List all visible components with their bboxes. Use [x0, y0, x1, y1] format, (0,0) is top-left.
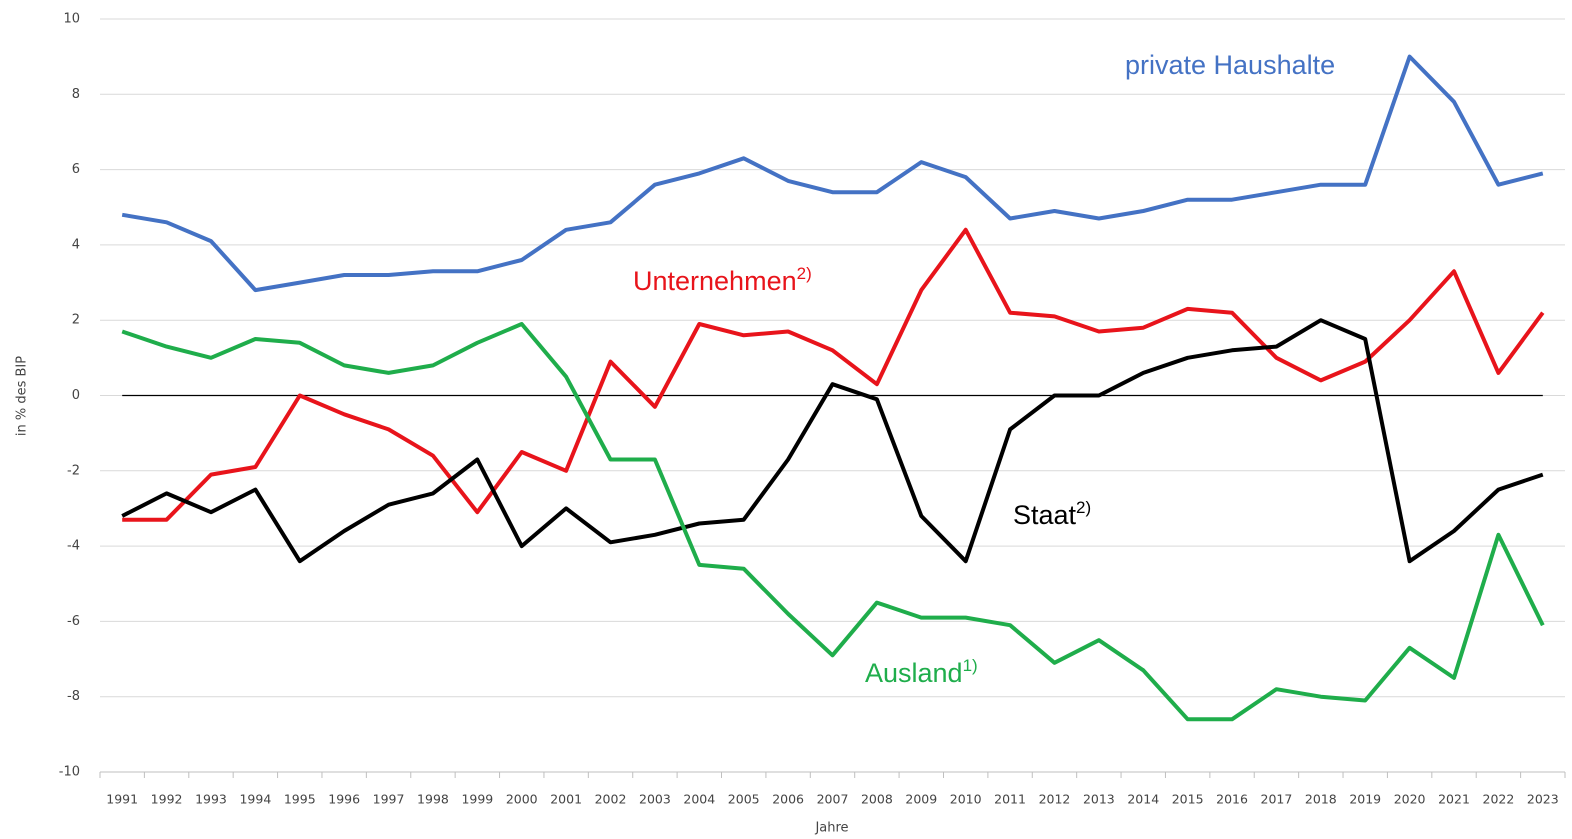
series-label: Staat2)	[1013, 498, 1091, 530]
y-tick-label: 10	[63, 12, 80, 27]
series-line	[122, 227, 1545, 522]
x-tick-label: 2009	[905, 792, 937, 807]
x-tick-label: 2001	[550, 792, 582, 807]
y-tick-label: -2	[67, 463, 80, 478]
x-tick-label: 2003	[639, 792, 671, 807]
x-tick-label: 2017	[1261, 792, 1293, 807]
x-tick-label: 1998	[417, 792, 449, 807]
x-tick-label: 1999	[461, 792, 493, 807]
series-name: Staat	[1013, 500, 1077, 530]
x-tick-label: 2012	[1039, 792, 1071, 807]
x-tick-label: 2002	[595, 792, 627, 807]
series-footnote: 2)	[797, 264, 812, 283]
y-tick-label: -10	[59, 765, 80, 780]
x-tick-label: 2000	[506, 792, 538, 807]
x-tick-label: 2021	[1438, 792, 1470, 807]
x-tick-label: 1991	[106, 792, 138, 807]
x-tick-label: 2023	[1527, 792, 1559, 807]
series-label: Unternehmen2)	[633, 264, 812, 296]
x-tick-label: 2019	[1349, 792, 1381, 807]
series-label: private Haushalte	[1125, 50, 1335, 80]
y-tick-label: -4	[67, 539, 80, 554]
x-tick-label: 2005	[728, 792, 760, 807]
y-tick-label: 0	[72, 388, 80, 403]
x-tick-label: 2014	[1127, 792, 1159, 807]
series-line	[121, 322, 1545, 722]
series-footnote: 1)	[963, 656, 978, 675]
x-tick-label: 2004	[683, 792, 715, 807]
x-tick-label: 1997	[373, 792, 405, 807]
series-name: Ausland	[865, 658, 963, 688]
x-tick-label: 2015	[1172, 792, 1204, 807]
x-tick-label: 2006	[772, 792, 804, 807]
y-tick-label: 8	[72, 87, 80, 102]
x-tick-label: 2020	[1394, 792, 1426, 807]
x-tick-label: 1995	[284, 792, 316, 807]
y-tick-label: -8	[67, 689, 80, 704]
series-name: private Haushalte	[1125, 50, 1335, 80]
y-tick-label: 4	[72, 237, 80, 252]
x-tick-label: 2018	[1305, 792, 1337, 807]
x-tick-label: 2016	[1216, 792, 1248, 807]
series-label: Ausland1)	[865, 656, 978, 688]
x-tick-label: 2007	[817, 792, 849, 807]
y-tick-label: 2	[72, 313, 80, 328]
x-tick-label: 1993	[195, 792, 227, 807]
series-line	[121, 54, 1544, 293]
x-tick-label: 1994	[239, 792, 271, 807]
y-tick-label: -6	[67, 614, 80, 629]
y-axis-label: in % des BIP	[15, 356, 30, 436]
x-axis-label: Jahre	[814, 821, 848, 836]
x-tick-label: 2010	[950, 792, 982, 807]
series-name: Unternehmen	[633, 266, 797, 296]
series-footnote: 2)	[1076, 498, 1091, 517]
x-tick-label: 2022	[1483, 792, 1515, 807]
x-tick-label: 2008	[861, 792, 893, 807]
series-line	[121, 318, 1544, 564]
x-tick-label: 2011	[994, 792, 1026, 807]
x-tick-label: 1992	[151, 792, 183, 807]
y-tick-label: 6	[72, 162, 80, 177]
x-tick-label: 2013	[1083, 792, 1115, 807]
x-tick-label: 1996	[328, 792, 360, 807]
